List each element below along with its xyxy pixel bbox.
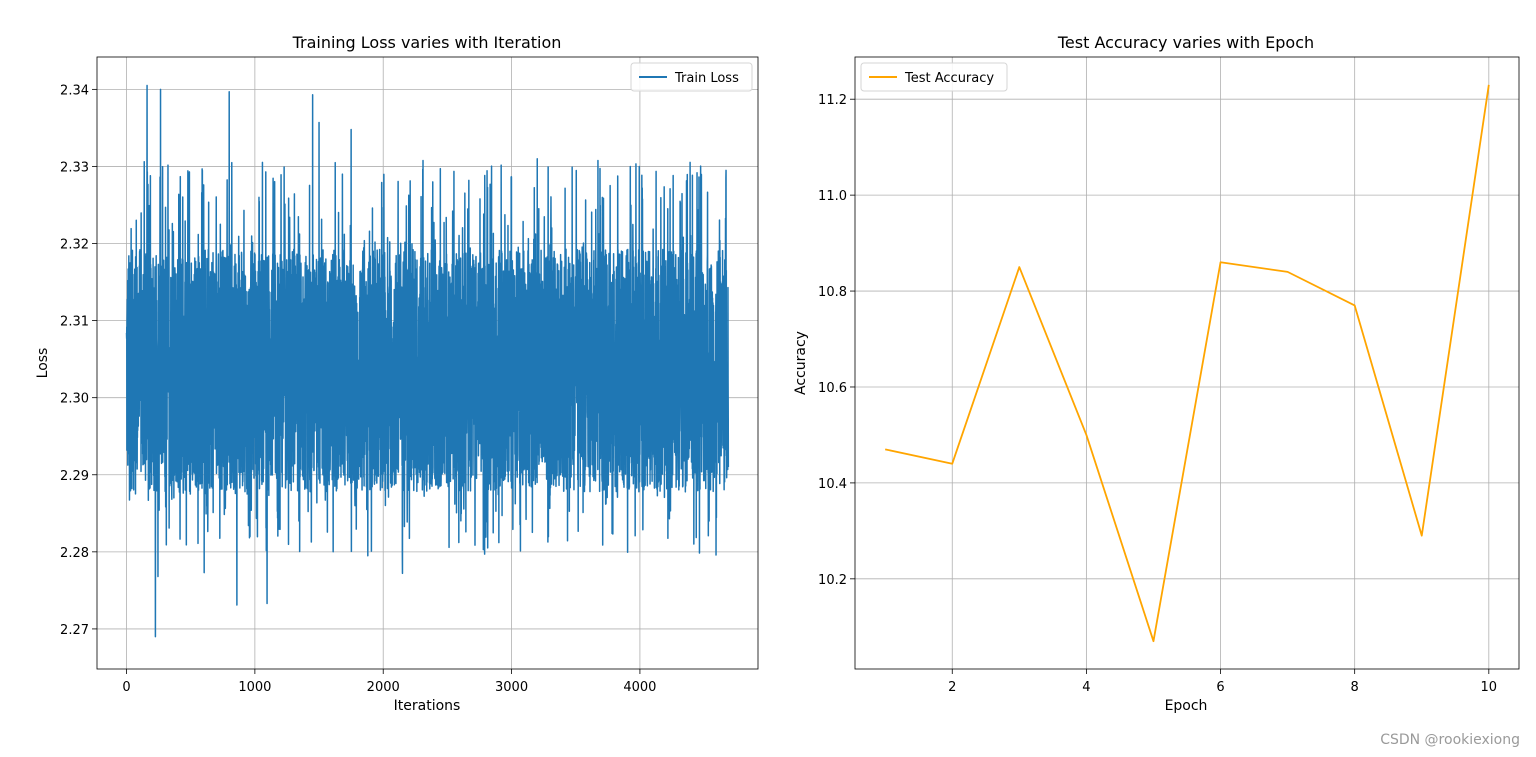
loss-y-axis-label: Loss — [35, 348, 51, 379]
test-accuracy-line — [884, 84, 1490, 643]
train-loss-line — [125, 84, 730, 638]
accuracy-x-tick-label: 10 — [1481, 680, 1498, 695]
accuracy-chart-title: Test Accuracy varies with Epoch — [1057, 33, 1314, 52]
accuracy-legend-label: Test Accuracy — [904, 71, 994, 86]
accuracy-frame — [854, 56, 1520, 670]
loss-y-tick-label: 2.33 — [60, 160, 89, 175]
accuracy-x-tick-label: 4 — [1082, 680, 1090, 695]
accuracy-y-tick-label: 10.8 — [818, 285, 847, 300]
loss-legend: Train Loss — [630, 62, 753, 92]
loss-frame — [96, 56, 759, 670]
accuracy-legend: Test Accuracy — [860, 62, 1008, 92]
accuracy-y-tick-label: 10.6 — [818, 381, 847, 396]
accuracy-grid — [855, 57, 1519, 669]
accuracy-y-tick-label: 11.0 — [818, 189, 847, 204]
loss-y-tick-label: 2.29 — [60, 469, 89, 484]
accuracy-x-axis-label: Epoch — [1165, 698, 1208, 714]
loss-y-tick-label: 2.27 — [60, 623, 89, 638]
loss-chart: Training Loss varies with Iteration Iter… — [35, 33, 759, 714]
loss-x-tick-label: 4000 — [623, 680, 656, 695]
watermark-text: CSDN @rookiexiong — [1380, 732, 1520, 748]
loss-x-tick-label: 1000 — [238, 680, 271, 695]
accuracy-y-tick-label: 10.4 — [818, 477, 847, 492]
accuracy-x-tick-label: 2 — [948, 680, 956, 695]
accuracy-legend-box — [860, 62, 1008, 92]
loss-chart-title: Training Loss varies with Iteration — [292, 33, 562, 52]
loss-x-tick-label: 2000 — [367, 680, 400, 695]
loss-y-tick-label: 2.32 — [60, 238, 89, 253]
loss-y-tick-label: 2.30 — [60, 392, 89, 407]
loss-y-tick-label: 2.31 — [60, 315, 89, 330]
accuracy-y-axis-label: Accuracy — [793, 331, 809, 395]
loss-x-tick-label: 3000 — [495, 680, 528, 695]
accuracy-chart: Test Accuracy varies with Epoch Epoch Ac… — [793, 33, 1520, 714]
loss-y-tick-label: 2.28 — [60, 546, 89, 561]
accuracy-y-tick-label: 11.2 — [818, 93, 847, 108]
accuracy-y-tick-label: 10.2 — [818, 573, 847, 588]
loss-x-tick-label: 0 — [122, 680, 130, 695]
loss-legend-label: Train Loss — [674, 71, 739, 86]
accuracy-x-tick-label: 8 — [1351, 680, 1359, 695]
loss-y-tick-label: 2.34 — [60, 83, 89, 98]
loss-x-axis-label: Iterations — [394, 698, 461, 714]
accuracy-x-tick-label: 6 — [1216, 680, 1224, 695]
loss-legend-box — [630, 62, 753, 92]
